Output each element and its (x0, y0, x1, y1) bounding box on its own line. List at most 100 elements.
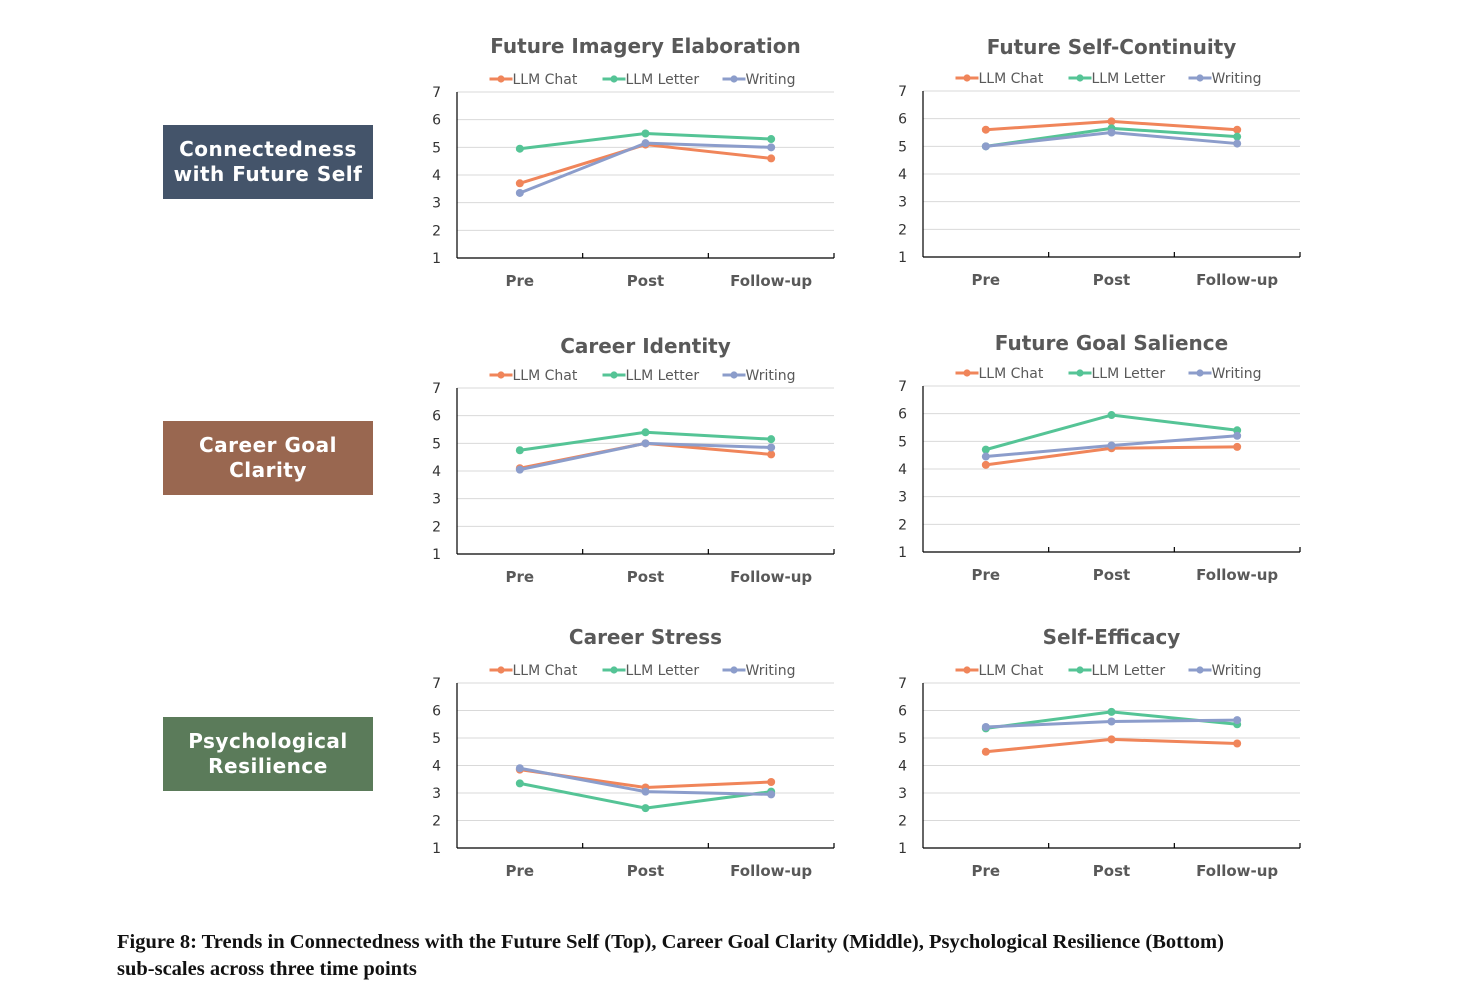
chart-panel-1: Future Self-Continuity LLM Chat LLM Letter… (898, 35, 1301, 289)
legend-label: Writing (1212, 366, 1262, 382)
data-point (767, 143, 776, 152)
y-tick-label: 5 (898, 434, 907, 450)
legend-marker (1076, 74, 1084, 82)
x-tick-label: Pre (972, 566, 1001, 584)
y-tick-label: 5 (432, 140, 441, 156)
legend-label: LLM Letter (626, 72, 700, 88)
data-point (515, 446, 524, 455)
series-line-writing (519, 141, 772, 195)
x-tick-label: Follow-up (730, 568, 812, 586)
data-point (767, 778, 776, 786)
legend-label: LLM Chat (513, 663, 578, 679)
chart-title: Career Stress (569, 625, 722, 649)
y-tick-label: 6 (898, 407, 907, 423)
legend-label: LLM Letter (1092, 366, 1166, 382)
data-point (767, 135, 776, 144)
legend-marker (963, 74, 971, 82)
legend-label: Writing (746, 368, 796, 384)
y-tick-label: 3 (898, 195, 907, 211)
data-point (981, 747, 990, 756)
data-point (641, 428, 650, 437)
y-tick-label: 5 (432, 436, 441, 452)
chart-title: Career Identity (560, 334, 731, 358)
charts-grid: Future Imagery Elaboration LLM Chat LLM Le… (432, 34, 1301, 880)
y-tick-label: 6 (898, 704, 907, 720)
y-tick-label: 1 (898, 545, 907, 561)
data-point (1233, 431, 1242, 440)
x-tick-label: Follow-up (730, 862, 812, 880)
y-tick-label: 3 (898, 490, 907, 506)
y-tick-label: 3 (432, 196, 441, 212)
y-tick-label: 2 (432, 519, 441, 535)
legend-marker (730, 371, 738, 379)
chart-title: Future Imagery Elaboration (490, 34, 800, 58)
y-tick-label: 2 (432, 814, 441, 830)
x-tick-label: Post (1093, 566, 1130, 584)
y-tick-label: 7 (432, 381, 441, 397)
legend-label: LLM Chat (513, 368, 578, 384)
data-point (767, 443, 776, 452)
chart-title: Self-Efficacy (1043, 625, 1181, 649)
y-tick-label: 4 (432, 464, 441, 480)
row-label-line: Connectedness (179, 137, 357, 161)
legend-label: Writing (1212, 71, 1262, 87)
y-tick-label: 2 (898, 814, 907, 830)
row-label-line: Psychological (188, 729, 348, 753)
legend-marker (497, 666, 505, 674)
legend-marker (963, 369, 971, 377)
data-point (981, 445, 990, 454)
figure-caption: Figure 8: Trends in Connectedness with t… (117, 929, 1377, 983)
legend-label: LLM Letter (1092, 71, 1166, 87)
data-point (1107, 411, 1116, 420)
legend-marker (497, 75, 505, 83)
data-point (515, 179, 524, 188)
data-point (1107, 117, 1116, 126)
data-point (1107, 128, 1116, 137)
data-point (1107, 441, 1116, 450)
y-tick-label: 7 (898, 379, 907, 395)
caption-line-2: sub-scales across three time points (117, 958, 417, 980)
chart-title: Future Goal Salience (995, 331, 1228, 355)
legend-marker (1076, 369, 1084, 377)
data-point (515, 779, 524, 788)
data-point (641, 804, 650, 813)
data-point (641, 787, 650, 796)
legend-marker (1076, 666, 1084, 674)
legend-label: LLM Chat (979, 366, 1044, 382)
row-label-psychological-resilience: Psychological Resilience (163, 717, 373, 791)
legend-marker (963, 666, 971, 674)
data-point (1233, 139, 1242, 148)
legend-marker (610, 75, 618, 83)
x-tick-label: Follow-up (1196, 566, 1278, 584)
legend-label: Writing (746, 72, 796, 88)
x-tick-label: Follow-up (1196, 271, 1278, 289)
chart-panel-2: Career Identity LLM Chat LLM Letter Writing… (432, 334, 835, 586)
x-tick-label: Follow-up (1196, 862, 1278, 880)
y-tick-label: 6 (432, 113, 441, 129)
data-point (767, 450, 776, 459)
data-point (981, 452, 990, 461)
data-point (1233, 716, 1242, 725)
data-point (981, 723, 990, 731)
data-point (1233, 739, 1242, 748)
legend-marker (1196, 666, 1204, 674)
y-tick-label: 4 (898, 167, 907, 183)
y-tick-label: 7 (432, 85, 441, 101)
y-tick-label: 4 (898, 462, 907, 478)
x-tick-label: Post (627, 862, 664, 880)
data-point (1107, 707, 1116, 716)
data-point (515, 188, 524, 197)
y-tick-label: 2 (432, 223, 441, 239)
x-tick-label: Follow-up (730, 272, 812, 290)
legend-marker (730, 666, 738, 674)
y-tick-label: 7 (432, 676, 441, 692)
data-point (515, 465, 524, 474)
legend-label: LLM Chat (513, 72, 578, 88)
y-tick-label: 6 (898, 112, 907, 128)
y-tick-label: 5 (898, 731, 907, 747)
legend-label: LLM Chat (979, 71, 1044, 87)
y-tick-label: 4 (898, 759, 907, 775)
caption-line-1: Figure 8: Trends in Connectedness with t… (117, 931, 1224, 953)
data-point (1107, 735, 1116, 744)
legend-label: LLM Chat (979, 663, 1044, 679)
